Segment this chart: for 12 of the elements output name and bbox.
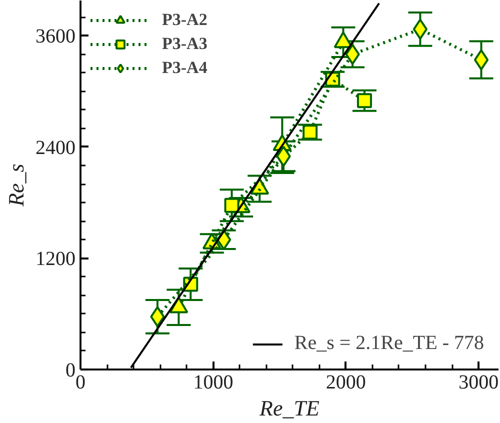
legend-label: P3-A2: [162, 10, 208, 30]
legend-label: P3-A4: [162, 58, 208, 78]
y-tick-label: 3600: [36, 26, 76, 48]
x-tick-label: 1000: [193, 372, 234, 394]
x-tick-label: 2000: [326, 372, 366, 394]
y-tick-label: 1200: [36, 248, 76, 270]
y-axis-title: Re_s: [4, 164, 28, 208]
x-tick-label: 3000: [458, 372, 499, 394]
legend-label: Re_s = 2.1Re_TE - 778: [294, 332, 484, 355]
legend-label: P3-A3: [162, 34, 208, 54]
y-tick-label: 2400: [36, 136, 76, 159]
x-axis-title: Re_TE: [258, 396, 320, 420]
